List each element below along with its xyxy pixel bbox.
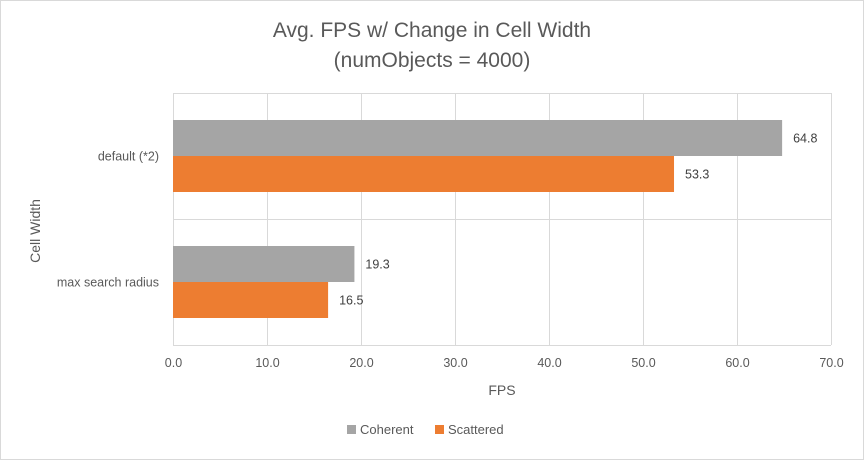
x-tick-label: 30.0 <box>443 356 467 370</box>
tick-labels: 0.0 10.0 20.0 30.0 40.0 50.0 60.0 70.0 default (… <box>57 150 844 371</box>
chart-subtitle: (numObjects = 4000) <box>334 49 531 72</box>
bars <box>173 120 783 318</box>
data-label: 16.5 <box>339 294 363 308</box>
category-label: default (*2) <box>98 150 159 164</box>
chart-title: Avg. FPS w/ Change in Cell Width <box>273 19 591 42</box>
x-tick-label: 40.0 <box>537 356 561 370</box>
x-tick-label: 60.0 <box>725 356 749 370</box>
x-tick-label: 70.0 <box>819 356 843 370</box>
bar-coherent <box>173 246 355 282</box>
legend-swatch-coherent <box>347 425 356 434</box>
x-axis-title: FPS <box>488 382 515 398</box>
legend-label-coherent: Coherent <box>360 422 414 437</box>
category-label: max search radius <box>57 276 159 290</box>
data-label: 64.8 <box>793 132 817 146</box>
legend: Coherent Scattered <box>347 422 504 437</box>
x-tick-label: 50.0 <box>631 356 655 370</box>
x-tick-label: 20.0 <box>349 356 373 370</box>
legend-swatch-scattered <box>435 425 444 434</box>
bar-scattered <box>173 156 675 192</box>
bar-scattered <box>173 282 329 318</box>
data-label: 19.3 <box>365 258 389 272</box>
y-axis-title: Cell Width <box>27 199 43 263</box>
bar-coherent <box>173 120 783 156</box>
data-labels: 64.8 53.3 19.3 16.5 <box>339 132 817 308</box>
legend-label-scattered: Scattered <box>448 422 504 437</box>
x-tick-label: 10.0 <box>255 356 279 370</box>
x-tick-label: 0.0 <box>165 356 182 370</box>
data-label: 53.3 <box>685 168 709 182</box>
